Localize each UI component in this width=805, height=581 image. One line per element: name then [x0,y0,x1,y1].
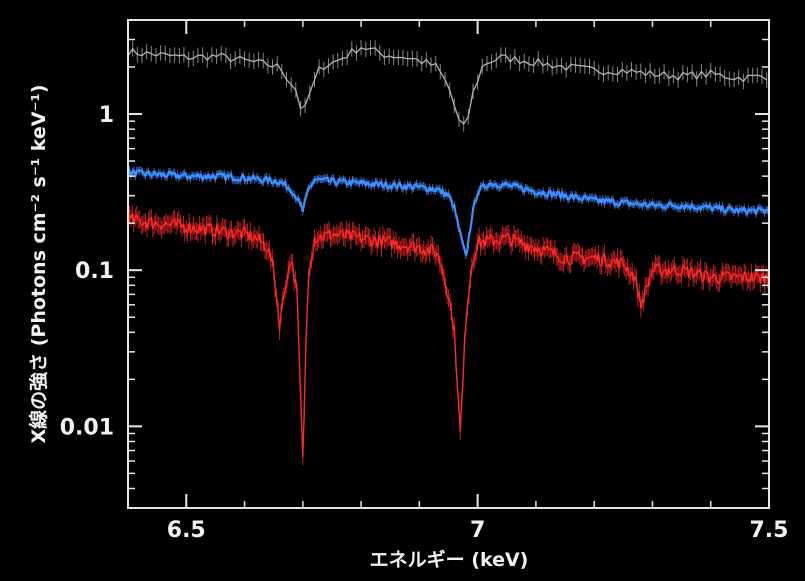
series-line [126,169,770,257]
x-tick-label: 6.5 [167,518,206,543]
y-tick-label: 0.1 [75,259,114,284]
y-tick-label: 1 [99,103,114,128]
tick-layer: 6.5 7 7.5 0.01 0.1 1 [60,19,789,543]
series-line [127,213,770,458]
x-axis-label: エネルギー (keV) [370,549,529,571]
plot-frame [127,19,770,509]
series-0 [127,40,768,132]
x-tick-label: 7.5 [750,518,789,543]
y-axis-label: X線の強さ (Photons cm⁻² s⁻¹ keV⁻¹) [27,84,50,443]
y-tick-label: 0.01 [60,415,114,440]
series-layer [126,40,770,466]
series-line [127,47,768,125]
x-tick-label: 7 [470,518,485,543]
series-2 [127,205,770,466]
